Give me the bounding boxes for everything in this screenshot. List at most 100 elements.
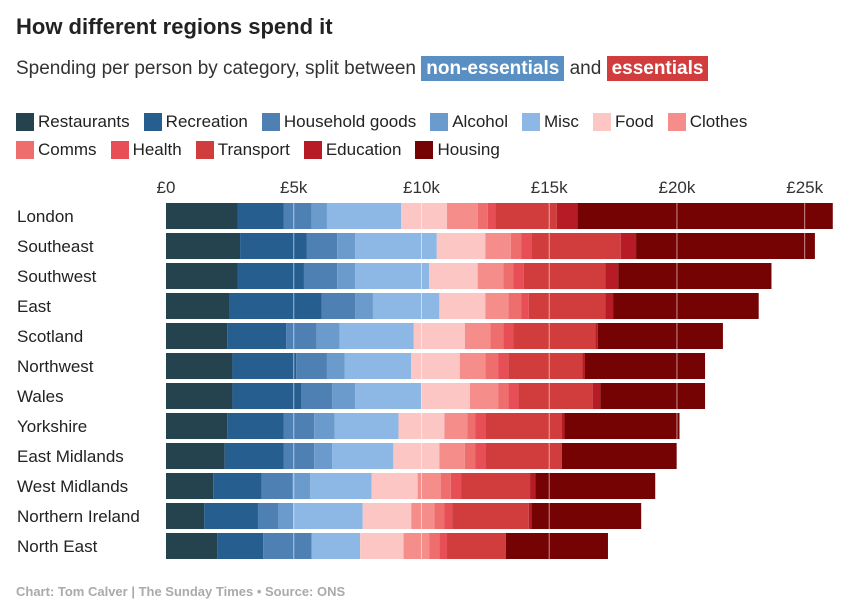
legend-swatch: [195, 141, 214, 159]
legend-swatch: [143, 113, 162, 131]
bar-segment: [257, 503, 279, 529]
bar-segment: [498, 353, 509, 379]
bar-segment: [286, 323, 317, 349]
category-label: North East: [17, 537, 98, 556]
legend-label: Housing: [437, 140, 500, 159]
legend-row: Comms Health Transport Education Housing: [16, 136, 861, 164]
legend-swatch: [521, 113, 540, 131]
bar-segment: [240, 233, 307, 259]
bar-segment: [498, 383, 509, 409]
bar-segment: [166, 353, 233, 379]
bar-segment: [434, 503, 445, 529]
legend-item: Transport: [195, 140, 290, 160]
x-tick-label: £15k: [531, 178, 568, 197]
bar-segment: [450, 473, 462, 499]
category-label: London: [17, 207, 74, 226]
category-label: Southwest: [17, 267, 97, 286]
bar-segment: [232, 383, 302, 409]
legend-item: Misc: [521, 112, 579, 132]
bar-segment: [470, 383, 499, 409]
bar-segment: [411, 503, 435, 529]
bar-segment: [314, 443, 333, 469]
bar-segment: [605, 293, 614, 319]
bar-segment: [237, 203, 284, 229]
bar-segment: [311, 533, 361, 559]
bar-segment: [464, 323, 491, 349]
bar-segment: [620, 233, 637, 259]
bar-segment: [278, 503, 294, 529]
bar-segment: [521, 233, 532, 259]
bar-segment: [314, 413, 335, 439]
bar-segment: [528, 293, 606, 319]
bar-segment: [485, 413, 562, 439]
bar-segment: [355, 383, 422, 409]
bar-segment: [513, 323, 596, 349]
bar-segment: [505, 533, 608, 559]
legend-swatch: [16, 141, 34, 159]
legend-item: Restaurants: [16, 112, 130, 132]
bar-segment: [535, 473, 656, 499]
bar-segment: [166, 293, 230, 319]
bar-segment: [592, 383, 601, 409]
legend-item: Comms: [16, 140, 97, 160]
bar-segment: [393, 443, 440, 469]
subtitle-prefix: Spending per person by category, split b…: [16, 58, 416, 79]
bar-segment: [513, 263, 524, 289]
bar-segment: [332, 443, 394, 469]
bar-segment: [436, 233, 486, 259]
legend-swatch: [430, 113, 449, 131]
bar-segment: [166, 233, 241, 259]
legend-label: Comms: [38, 140, 97, 159]
category-label: Yorkshire: [17, 417, 87, 436]
bar-segment: [595, 323, 598, 349]
bar-segment: [166, 533, 218, 559]
category-label: West Midlands: [17, 477, 128, 496]
bar-segment: [204, 503, 258, 529]
legend-label: Clothes: [689, 112, 748, 131]
x-tick-label: £5k: [280, 178, 308, 197]
bar-segment: [444, 413, 468, 439]
bar-segment: [337, 233, 356, 259]
bar-segment: [490, 323, 504, 349]
legend-swatch: [16, 113, 34, 131]
non-essentials-badge: non-essentials: [421, 56, 565, 81]
chart-credit: Chart: Tom Calver | The Sunday Times • S…: [16, 584, 346, 599]
bar-segment: [166, 323, 228, 349]
bar-segment: [564, 413, 680, 439]
chart-legend: Restaurants Recreation Household goods Alco…: [16, 108, 861, 164]
bar-segment: [337, 263, 356, 289]
category-label: Southeast: [17, 237, 94, 256]
legend-item: Education: [303, 140, 402, 160]
chart-subtitle: Spending per person by category, split b…: [16, 56, 709, 81]
bar-segment: [439, 533, 448, 559]
bar-segment: [227, 413, 284, 439]
bar-segment: [372, 293, 440, 319]
bar-segment: [326, 203, 402, 229]
bar-segment: [283, 203, 312, 229]
bar-segment: [296, 353, 327, 379]
bar-segment: [477, 263, 504, 289]
bar-segment: [495, 203, 557, 229]
bar-segment: [636, 233, 815, 259]
legend-label: Recreation: [165, 112, 248, 131]
bar-segment: [600, 383, 706, 409]
chart-title: How different regions spend it: [16, 14, 333, 39]
bar-segment: [521, 293, 529, 319]
bar-segment: [556, 203, 578, 229]
bar-segment: [605, 263, 619, 289]
bar-segment: [523, 263, 606, 289]
bar-segment: [310, 473, 372, 499]
bar-segment: [263, 533, 312, 559]
bar-segment: [531, 503, 642, 529]
bar-segment: [283, 443, 315, 469]
legend-swatch: [110, 141, 129, 159]
category-label: Wales: [17, 387, 64, 406]
legend-swatch: [592, 113, 611, 131]
bar-segment: [292, 473, 311, 499]
bar-segment: [355, 233, 437, 259]
legend-label: Education: [325, 140, 402, 159]
bar-segment: [217, 533, 264, 559]
legend-label: Alcohol: [452, 112, 508, 131]
bar-segment: [413, 323, 465, 349]
category-label: East: [17, 297, 51, 316]
